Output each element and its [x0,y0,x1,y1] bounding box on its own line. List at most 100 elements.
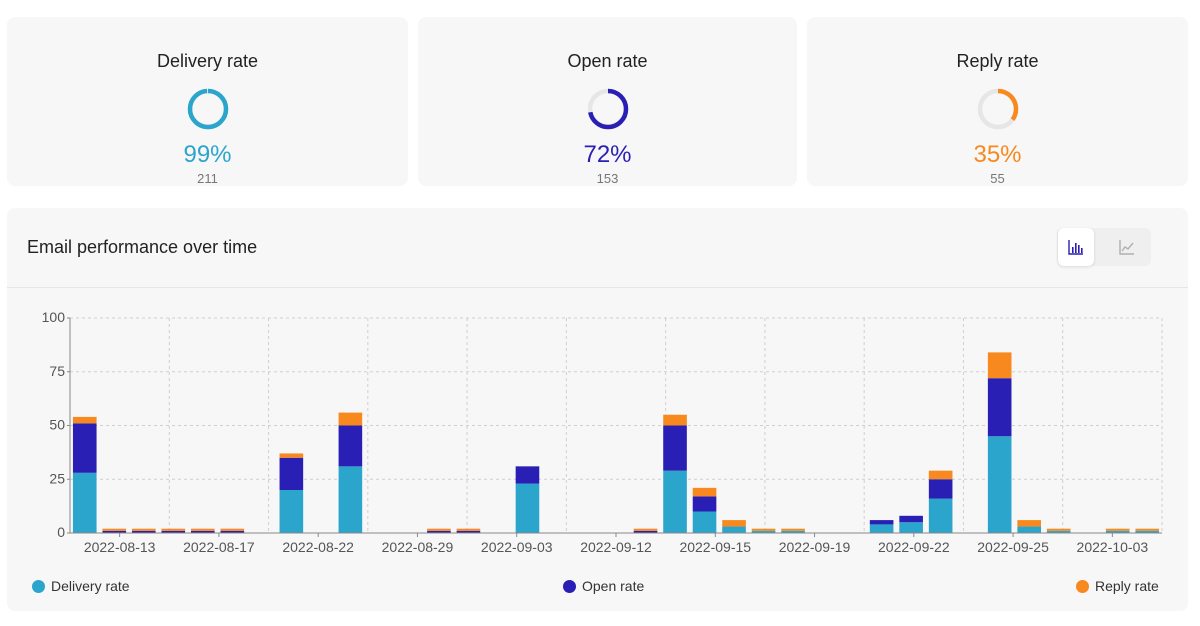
bar-open-rate[interactable] [427,530,451,533]
x-tick-label: 2022-09-25 [977,539,1049,555]
bar-open-rate[interactable] [692,496,717,512]
bar-reply-rate[interactable] [191,528,215,531]
bar-delivery-rate[interactable] [515,483,540,533]
x-tick-label: 2022-08-13 [84,539,156,555]
bar-open-rate[interactable] [928,479,953,499]
x-tick-label: 2022-10-03 [1077,539,1149,555]
bar-open-rate[interactable] [633,530,658,533]
bar-open-rate[interactable] [338,425,363,467]
delivery-rate-title: Delivery rate [156,51,259,71]
delivery-rate-count: 211 [197,171,218,186]
bar-delivery-rate[interactable] [987,436,1012,533]
bar-reply-rate[interactable] [1017,520,1041,527]
bar-delivery-rate[interactable] [928,498,953,533]
bar-delivery-rate[interactable] [1135,530,1160,533]
y-tick-label: 75 [49,363,65,379]
bar-reply-rate[interactable] [692,487,717,497]
bar-delivery-rate[interactable] [663,470,687,533]
bar-reply-rate[interactable] [1105,528,1130,531]
bar-delivery-rate[interactable] [692,511,717,534]
bar-open-rate[interactable] [220,530,245,533]
bar-reply-rate[interactable] [131,528,156,531]
bar-open-rate[interactable] [279,457,304,490]
bar-open-rate[interactable] [191,530,215,533]
bar-open-rate[interactable] [456,530,481,533]
legend-delivery-rate[interactable]: Delivery rate [32,578,130,594]
legend-reply-rate[interactable]: Reply rate [1076,578,1159,594]
x-tick-label: 2022-09-22 [878,539,950,555]
bar-delivery-rate[interactable] [1046,530,1071,533]
reply-rate-legend-dot [1076,579,1089,593]
bar-delivery-rate[interactable] [781,530,805,533]
bar-open-rate[interactable] [899,515,923,523]
bar-open-rate[interactable] [515,466,540,484]
bar-reply-rate[interactable] [928,470,953,480]
ring-progress [977,88,1018,130]
bar-open-rate[interactable] [102,530,127,533]
reply-rate-ring [977,88,1018,130]
bar-reply-rate[interactable] [1046,528,1071,531]
y-tick-label: 100 [42,309,66,325]
open-rate-ring [587,88,628,130]
bar-delivery-rate[interactable] [722,526,746,533]
bar-reply-rate[interactable] [427,528,451,531]
ring-progress [587,88,628,130]
delivery-rate-legend-dot [32,579,45,593]
bar-delivery-rate[interactable] [1105,530,1130,533]
bar-reply-rate[interactable] [220,528,245,531]
bar-reply-rate[interactable] [722,520,746,527]
delivery-rate-ring [187,88,228,130]
reply-rate-percent: 35% [973,141,1022,168]
legend-reply-label: Reply rate [1095,578,1159,594]
bar-open-rate[interactable] [131,530,156,533]
bar-reply-rate[interactable] [72,416,97,424]
bar-open-rate[interactable] [72,423,97,473]
bar-delivery-rate[interactable] [338,466,363,533]
panel-divider [7,287,1188,288]
delivery-rate-percent: 99% [183,141,232,168]
bar-reply-rate[interactable] [633,528,658,531]
panel-title: Email performance over time [27,237,258,257]
line-chart-icon [1119,240,1134,255]
y-tick-label: 50 [49,417,65,433]
legend-open-label: Open rate [582,578,645,594]
reply-rate-title: Reply rate [956,51,1039,71]
bar-open-rate[interactable] [987,378,1012,437]
line-chart-view-button[interactable] [1109,228,1145,266]
bar-reply-rate[interactable] [1135,528,1160,531]
bar-reply-rate[interactable] [663,414,687,426]
bar-reply-rate[interactable] [987,352,1012,379]
bar-open-rate[interactable] [869,520,894,525]
bar-reply-rate[interactable] [161,528,186,531]
x-tick-label: 2022-09-15 [679,539,751,555]
open-rate-count: 153 [596,171,619,186]
bar-reply-rate[interactable] [751,528,776,531]
reply-rate-count: 55 [990,171,1005,186]
legend-delivery-label: Delivery rate [51,578,130,594]
bar-reply-rate[interactable] [338,412,363,426]
bar-open-rate[interactable] [663,425,687,471]
x-tick-label: 2022-08-22 [282,539,354,555]
bar-reply-rate[interactable] [279,453,304,458]
bar-chart-view-button[interactable] [1058,228,1094,266]
bar-reply-rate[interactable] [781,528,805,531]
bar-delivery-rate[interactable] [899,522,923,533]
bar-reply-rate[interactable] [456,528,481,531]
bar-reply-rate[interactable] [102,528,127,531]
bar-delivery-rate[interactable] [869,524,894,533]
x-tick-label: 2022-08-17 [183,539,255,555]
legend-open-rate[interactable]: Open rate [563,578,644,594]
open-rate-card: Open rate 72% 153 [418,17,797,186]
open-rate-title: Open rate [567,51,648,71]
y-tick-label: 0 [57,524,65,540]
bar-chart-icon [1068,240,1083,255]
bar-open-rate[interactable] [161,530,186,533]
x-tick-label: 2022-09-19 [779,539,851,555]
x-tick-label: 2022-09-03 [481,539,553,555]
bar-delivery-rate[interactable] [1017,526,1041,533]
bar-delivery-rate[interactable] [72,472,97,533]
reply-rate-card: Reply rate 35% 55 [807,17,1188,186]
bar-delivery-rate[interactable] [751,530,776,533]
bar-delivery-rate[interactable] [279,490,304,533]
